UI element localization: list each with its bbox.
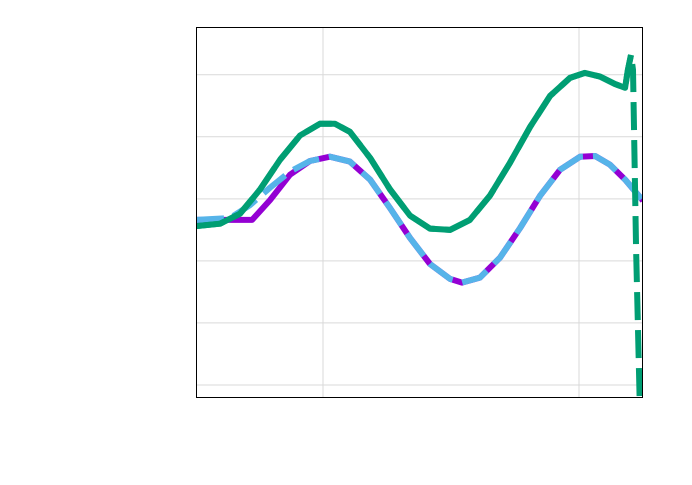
series-line	[196, 51, 643, 398]
plot-frame	[196, 27, 643, 398]
grid	[196, 27, 643, 398]
series-line	[196, 153, 643, 286]
plot-area	[196, 51, 643, 398]
